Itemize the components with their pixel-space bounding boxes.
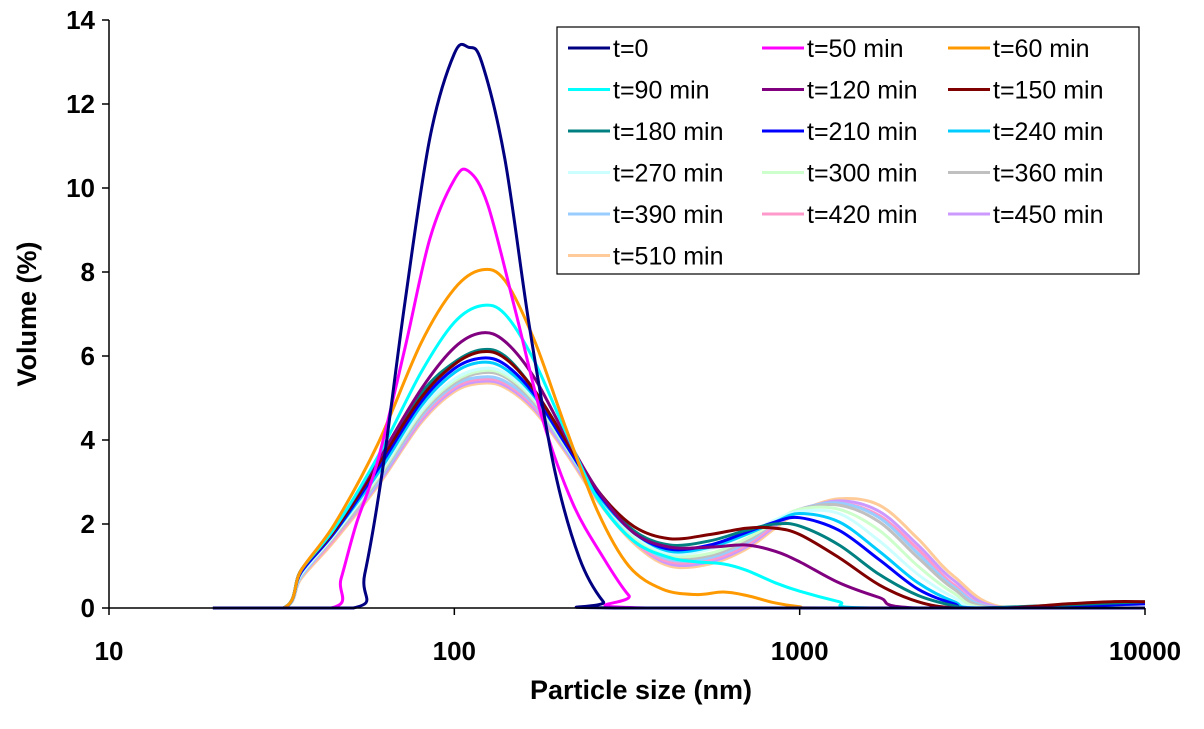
legend-item: t=510 min <box>568 243 724 271</box>
legend-item: t=420 min <box>762 201 918 229</box>
x-tick-label: 1000 <box>771 636 829 666</box>
legend-label: t=90 min <box>613 77 710 105</box>
legend-label: t=210 min <box>807 118 918 146</box>
legend-item: t=60 min <box>948 35 1090 63</box>
legend-item: t=240 min <box>948 118 1104 146</box>
legend-item: t=180 min <box>568 118 724 146</box>
legend-item: t=150 min <box>948 77 1104 105</box>
legend-item: t=50 min <box>762 35 904 63</box>
legend: t=0 t=50 min t=60 min t=90 min t=120 min t=15… <box>556 26 1140 275</box>
legend-label: t=390 min <box>613 201 724 229</box>
legend-item: t=300 min <box>762 160 918 188</box>
legend-item: t=360 min <box>948 160 1104 188</box>
y-tick-label: 0 <box>81 593 95 623</box>
legend-item: t=390 min <box>568 201 724 229</box>
y-axis-title: Volume (%) <box>12 241 42 386</box>
y-tick-label: 6 <box>81 341 95 371</box>
legend-label: t=240 min <box>993 118 1104 146</box>
legend-item: t=120 min <box>762 77 918 105</box>
y-tick-label: 10 <box>66 173 95 203</box>
y-tick-label: 2 <box>81 509 95 539</box>
legend-item: t=450 min <box>948 201 1104 229</box>
legend-label: t=300 min <box>807 160 918 188</box>
x-axis-title: Particle size (nm) <box>530 675 752 705</box>
legend-item: t=0 <box>568 35 648 63</box>
x-tick-label: 100 <box>433 636 476 666</box>
legend-label: t=150 min <box>993 77 1104 105</box>
legend-item: t=210 min <box>762 118 918 146</box>
series-line-t-90-min <box>212 303 1145 610</box>
x-tick-label: 10 <box>95 636 124 666</box>
legend-label: t=60 min <box>993 35 1090 63</box>
legend-label: t=360 min <box>993 160 1104 188</box>
y-tick-label: 14 <box>66 5 95 35</box>
y-tick-label: 12 <box>66 89 95 119</box>
legend-item: t=90 min <box>568 77 710 105</box>
x-tick-label: 10000 <box>1109 636 1181 666</box>
legend-label: t=180 min <box>613 118 724 146</box>
series-line-t-0 <box>212 42 1145 610</box>
legend-label: t=450 min <box>993 201 1104 229</box>
series-line-t-60-min <box>212 267 1145 610</box>
axes: 0 2 4 6 8 10 12 14 10 100 1000 10000 <box>66 5 1181 666</box>
legend-item: t=270 min <box>568 160 724 188</box>
legend-label: t=120 min <box>807 77 918 105</box>
legend-label: t=420 min <box>807 201 918 229</box>
y-tick-label: 8 <box>81 257 95 287</box>
legend-label: t=270 min <box>613 160 724 188</box>
y-tick-label: 4 <box>81 425 96 455</box>
legend-box <box>556 26 1140 275</box>
legend-label: t=0 <box>613 35 648 63</box>
legend-label: t=510 min <box>613 243 724 271</box>
legend-label: t=50 min <box>807 35 904 63</box>
series-line-t-50-min <box>212 167 1145 610</box>
